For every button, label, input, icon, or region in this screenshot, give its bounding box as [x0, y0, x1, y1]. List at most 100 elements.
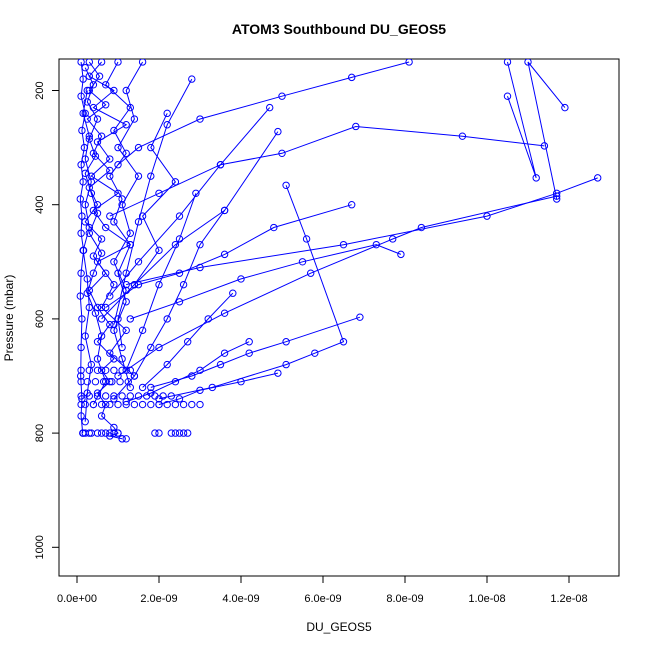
data-point — [266, 103, 274, 112]
data-point — [245, 349, 253, 357]
series-line — [113, 61, 144, 348]
data-point — [91, 309, 100, 317]
data-point — [97, 332, 106, 340]
data-point — [155, 400, 163, 409]
plot-area — [76, 59, 602, 443]
data-point — [102, 429, 110, 437]
data-point — [108, 378, 116, 386]
data-point — [97, 366, 106, 374]
data-point — [106, 292, 114, 300]
data-point — [204, 315, 212, 323]
data-point — [524, 59, 532, 66]
data-point — [79, 246, 87, 255]
x-tick-label: 4.0e-09 — [222, 593, 259, 605]
data-point — [356, 313, 364, 321]
data-point — [302, 235, 311, 243]
x-tick-label: 6.0e-09 — [304, 593, 341, 605]
data-point — [175, 429, 184, 437]
data-point — [85, 429, 94, 437]
series-line — [105, 204, 352, 308]
data-point — [126, 392, 135, 400]
data-point — [134, 172, 143, 180]
data-point — [83, 289, 91, 297]
data-point — [389, 235, 397, 243]
data-point — [282, 360, 290, 369]
data-point — [78, 395, 86, 403]
data-point — [118, 355, 126, 363]
data-point — [102, 81, 110, 89]
data-point — [114, 429, 122, 437]
data-point — [87, 172, 96, 180]
data-point — [106, 429, 114, 437]
data-point — [126, 229, 135, 237]
data-point — [110, 326, 118, 335]
data-point — [130, 372, 139, 380]
data-point — [122, 366, 130, 374]
data-point — [122, 435, 130, 443]
data-point — [81, 109, 89, 118]
data-point — [143, 392, 151, 400]
data-point — [110, 423, 118, 432]
data-point — [77, 392, 85, 400]
data-point — [229, 289, 237, 297]
data-point — [89, 269, 98, 277]
data-point — [553, 192, 561, 200]
data-point — [163, 400, 171, 409]
data-point — [83, 275, 91, 283]
data-point — [339, 338, 348, 346]
data-point — [122, 121, 130, 129]
series-line — [113, 78, 193, 325]
data-point — [553, 195, 561, 203]
data-point — [118, 343, 126, 352]
data-point — [134, 258, 143, 266]
data-point — [138, 383, 147, 392]
data-point — [417, 223, 426, 232]
x-tick-label: 1.2e-08 — [550, 593, 587, 605]
data-point — [77, 161, 85, 169]
data-point — [102, 366, 110, 374]
data-point — [76, 372, 85, 380]
data-point — [110, 218, 118, 226]
data-point — [163, 109, 171, 118]
data-point — [503, 92, 512, 100]
data-point — [184, 429, 192, 437]
data-point — [134, 280, 143, 289]
data-point — [77, 366, 85, 374]
data-point — [110, 429, 118, 437]
data-point — [85, 72, 94, 80]
data-point — [179, 400, 188, 409]
x-axis-label: DU_GEOS5 — [306, 620, 372, 634]
data-point — [270, 223, 278, 232]
data-point — [175, 269, 184, 277]
data-point — [532, 174, 540, 182]
data-point — [122, 400, 130, 409]
data-point — [163, 360, 171, 369]
y-axis-label: Pressure (mbar) — [2, 275, 16, 362]
series-line — [105, 61, 131, 388]
data-point — [220, 250, 229, 259]
data-point — [196, 366, 204, 374]
data-point — [122, 269, 130, 277]
y-tick-label: 400 — [34, 196, 46, 214]
series-line — [527, 61, 566, 200]
data-point — [348, 73, 356, 82]
data-point — [159, 392, 167, 400]
data-point — [147, 143, 155, 152]
data-point — [77, 59, 85, 66]
data-point — [483, 212, 491, 220]
data-point — [102, 101, 110, 109]
data-point — [245, 338, 253, 346]
data-point — [147, 343, 155, 352]
data-point — [220, 309, 229, 317]
data-point — [155, 343, 163, 352]
x-tick-label: 0.0e+00 — [57, 593, 97, 605]
x-tick-label: 1.0e-08 — [468, 593, 505, 605]
data-point — [78, 212, 86, 220]
x-tick-label: 8.0e-09 — [386, 593, 423, 605]
data-point — [163, 315, 171, 323]
data-point — [126, 366, 135, 374]
series-line — [507, 61, 537, 179]
data-point — [95, 72, 104, 80]
chart-title: ATOM3 Southbound DU_GEOS5 — [232, 21, 446, 37]
